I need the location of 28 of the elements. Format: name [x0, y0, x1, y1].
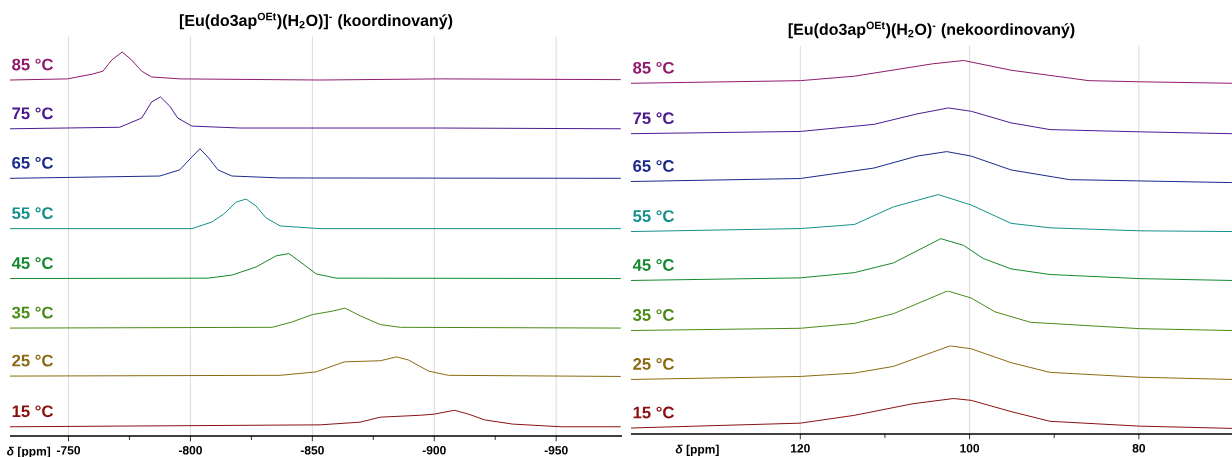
x-axis-title: δ [ppm]	[7, 446, 51, 457]
chart-title: [Eu(do3ap$^{OEt}$)(H$_{2}$O)]$^{-}$ (koordinovaný)	[179, 12, 453, 30]
series-label: 25 °C	[12, 354, 54, 367]
x-tick-label: -850	[300, 446, 324, 455]
series-label: 25 °C	[633, 358, 674, 370]
series-label: 15 °C	[12, 405, 54, 418]
x-tick-label: 120	[791, 444, 810, 453]
series-label: 75 °C	[12, 107, 54, 120]
x-axis-title: δ [ppm]	[675, 444, 719, 456]
series-label: 55 °C	[633, 210, 674, 222]
series-label: 15 °C	[633, 406, 674, 419]
series-label: 85 °C	[633, 61, 674, 74]
series-label: 35 °C	[11, 306, 54, 319]
chart-title: [Eu(do3ap$^{OEt}$)(H$_{2}$O)$^{-}$ (nekoordinovaný)	[788, 21, 1075, 39]
x-tick-label: 100	[960, 444, 980, 453]
series-label: 35 °C	[632, 309, 674, 321]
x-tick-label: -950	[544, 446, 568, 455]
x-tick-label: -900	[422, 446, 446, 455]
series-label: 45 °C	[632, 259, 674, 271]
series-label: 65 °C	[12, 156, 54, 169]
series-label: 55 °C	[12, 207, 54, 220]
series-label: 85 °C	[12, 58, 54, 71]
x-tick-label: 80	[1132, 444, 1146, 453]
series-label: 65 °C	[633, 160, 674, 172]
x-tick-label: -800	[178, 446, 202, 455]
series-label: 45 °C	[11, 257, 54, 269]
x-tick-label: -750	[56, 446, 81, 455]
series-label: 75 °C	[633, 112, 674, 125]
